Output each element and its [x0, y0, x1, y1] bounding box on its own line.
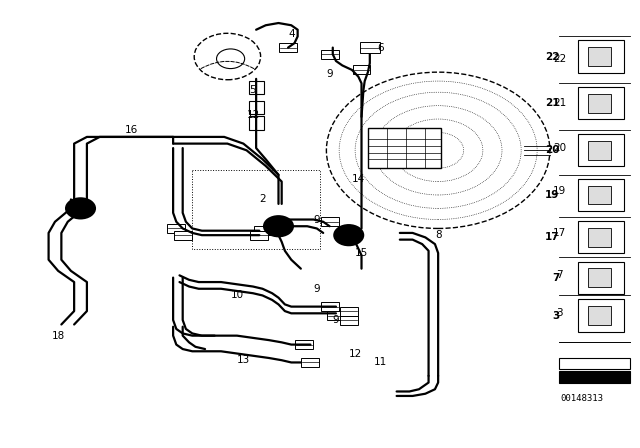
FancyBboxPatch shape: [340, 306, 358, 315]
Text: 15: 15: [355, 248, 368, 258]
FancyBboxPatch shape: [588, 268, 611, 287]
Text: 20: 20: [545, 145, 559, 155]
FancyBboxPatch shape: [340, 315, 358, 324]
Text: 11: 11: [374, 358, 387, 367]
Text: 19: 19: [545, 190, 559, 200]
Text: 3: 3: [275, 221, 282, 231]
FancyBboxPatch shape: [321, 302, 339, 311]
Text: 19: 19: [553, 185, 566, 195]
Text: 16: 16: [125, 125, 138, 135]
Text: 21: 21: [545, 99, 559, 108]
FancyBboxPatch shape: [588, 228, 611, 247]
FancyBboxPatch shape: [578, 40, 624, 73]
Text: 2: 2: [259, 194, 266, 204]
Text: 3: 3: [552, 310, 559, 321]
FancyBboxPatch shape: [588, 185, 611, 204]
FancyBboxPatch shape: [360, 43, 380, 53]
Text: 22: 22: [553, 54, 566, 64]
Text: 22: 22: [545, 52, 559, 61]
Text: 21: 21: [553, 99, 566, 108]
FancyBboxPatch shape: [321, 50, 339, 59]
Text: 18: 18: [52, 331, 65, 340]
FancyBboxPatch shape: [253, 226, 271, 235]
FancyBboxPatch shape: [249, 101, 264, 114]
Text: 3: 3: [346, 230, 352, 240]
FancyBboxPatch shape: [301, 358, 319, 367]
FancyBboxPatch shape: [249, 81, 264, 94]
Text: 17: 17: [74, 203, 87, 213]
FancyBboxPatch shape: [168, 224, 185, 233]
Text: 20: 20: [553, 143, 566, 153]
Text: 7: 7: [556, 270, 563, 280]
FancyBboxPatch shape: [588, 47, 611, 66]
Text: 17: 17: [545, 233, 559, 242]
Text: 12: 12: [349, 349, 362, 358]
FancyBboxPatch shape: [249, 116, 264, 130]
Text: 12: 12: [246, 110, 260, 120]
Text: 8: 8: [435, 230, 442, 240]
Circle shape: [334, 225, 364, 246]
FancyBboxPatch shape: [327, 311, 345, 320]
FancyBboxPatch shape: [588, 94, 611, 113]
Text: 13: 13: [237, 355, 250, 365]
Text: 3: 3: [556, 308, 563, 319]
FancyBboxPatch shape: [279, 43, 297, 52]
FancyBboxPatch shape: [588, 141, 611, 159]
Circle shape: [66, 198, 95, 219]
FancyBboxPatch shape: [559, 358, 630, 369]
FancyBboxPatch shape: [295, 340, 313, 349]
FancyBboxPatch shape: [578, 221, 624, 254]
FancyBboxPatch shape: [321, 217, 339, 226]
FancyBboxPatch shape: [578, 134, 624, 166]
FancyBboxPatch shape: [368, 128, 442, 168]
FancyBboxPatch shape: [559, 371, 630, 383]
Text: 9: 9: [326, 69, 333, 79]
Text: 9: 9: [333, 315, 339, 325]
FancyBboxPatch shape: [578, 87, 624, 120]
FancyBboxPatch shape: [588, 306, 611, 325]
Text: 5: 5: [250, 85, 256, 95]
FancyBboxPatch shape: [578, 299, 624, 332]
FancyBboxPatch shape: [578, 262, 624, 294]
Text: 10: 10: [230, 290, 244, 301]
Text: 14: 14: [352, 174, 365, 184]
FancyBboxPatch shape: [250, 231, 268, 240]
FancyBboxPatch shape: [578, 179, 624, 211]
Text: 17: 17: [553, 228, 566, 238]
Text: 6: 6: [378, 43, 384, 52]
FancyBboxPatch shape: [173, 231, 191, 240]
Text: 9: 9: [314, 284, 320, 294]
Text: 00148313: 00148313: [561, 394, 604, 403]
Text: 4: 4: [288, 29, 294, 39]
FancyBboxPatch shape: [353, 65, 371, 74]
Text: 9: 9: [314, 215, 320, 224]
Text: 1: 1: [352, 230, 358, 240]
Circle shape: [264, 216, 293, 237]
Text: 7: 7: [552, 272, 559, 283]
